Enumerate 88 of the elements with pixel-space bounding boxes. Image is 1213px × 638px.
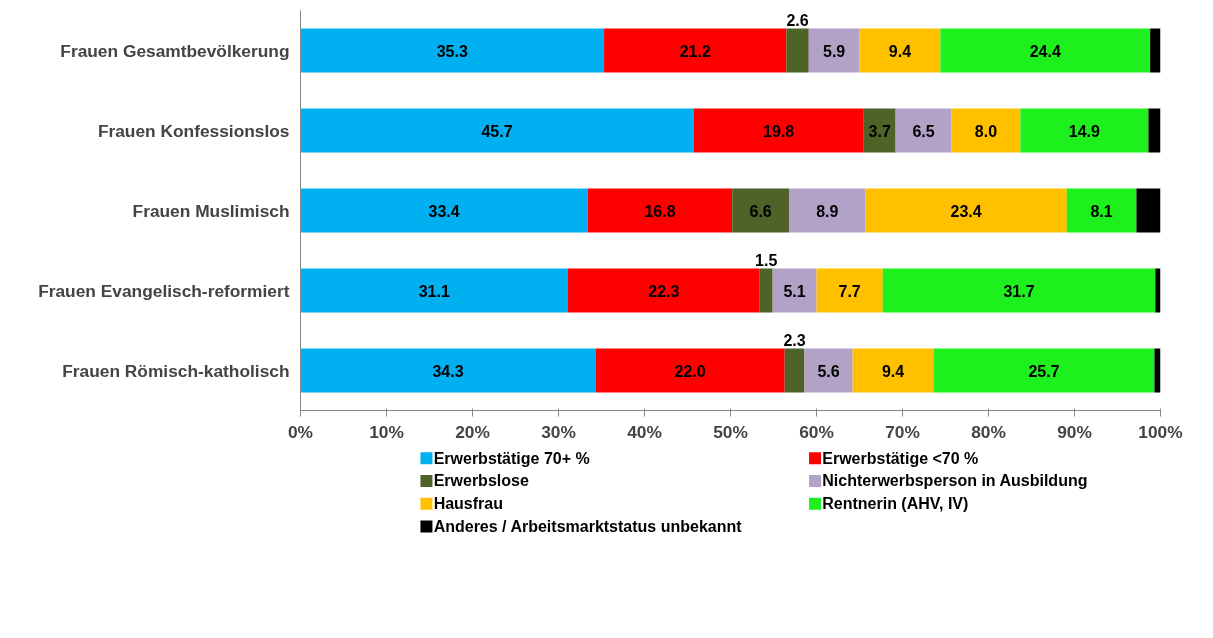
data-label: 9.4 [881, 362, 905, 380]
x-tick-label: 60% [799, 421, 834, 442]
data-label: 5.1 [783, 282, 806, 300]
data-label: 8.1 [1090, 202, 1113, 220]
data-label: 45.7 [481, 122, 513, 140]
x-tick-label: 40% [627, 421, 662, 442]
data-label: 16.8 [644, 202, 676, 220]
bar [1148, 108, 1161, 153]
data-label: 22.3 [648, 282, 680, 300]
bar [587, 188, 733, 233]
data-label: 2.3 [783, 332, 806, 350]
bar [859, 28, 941, 73]
x-tick-label: 70% [885, 421, 920, 442]
bar [693, 108, 864, 153]
data-label: 34.3 [432, 362, 464, 380]
data-label: 6.5 [912, 122, 935, 140]
bar [300, 268, 568, 313]
data-label: 33.4 [428, 202, 460, 220]
bar [1066, 188, 1137, 233]
bar [951, 108, 1021, 153]
legend-label: Nichterwerbsperson in Ausbildung [822, 472, 1088, 490]
bar [784, 348, 805, 393]
x-tick-label: 30% [541, 421, 576, 442]
data-label: 8.0 [974, 122, 998, 140]
data-label: 7.7 [838, 282, 861, 300]
bar [567, 268, 760, 313]
legend-label: Erwerbslose [433, 472, 529, 490]
data-label: 3.7 [868, 122, 891, 140]
data-label: 24.4 [1029, 42, 1061, 60]
y-tick-label: Frauen Muslimisch [132, 200, 290, 221]
data-label: 35.3 [436, 42, 468, 60]
data-label: 22.0 [674, 362, 706, 380]
data-label: 5.6 [817, 362, 840, 380]
data-label: 23.4 [950, 202, 982, 220]
y-tick-label: Frauen Konfessionslos [97, 120, 290, 141]
x-tick-label: 10% [369, 421, 404, 442]
bar [759, 268, 773, 313]
x-tick-label: 100% [1138, 421, 1183, 442]
legend-label: Rentnerin (AHV, IV) [822, 495, 969, 513]
bar [300, 188, 588, 233]
x-tick-label: 0% [287, 421, 314, 442]
data-label: 14.9 [1068, 122, 1101, 140]
bar [1154, 348, 1161, 393]
data-label: 31.7 [1003, 282, 1035, 300]
y-tick-label: Frauen Evangelisch-reformiert [38, 280, 290, 301]
x-tick-label: 20% [455, 421, 490, 442]
bar [772, 268, 817, 313]
legend-label: Erwerbstätige <70 % [822, 449, 979, 467]
bar [1155, 268, 1161, 313]
y-tick-label: Frauen Gesamtbevölkerung [60, 40, 290, 61]
data-label: 2.6 [786, 12, 809, 30]
bar [604, 28, 787, 73]
bar [788, 188, 866, 233]
bar [300, 348, 596, 393]
data-label: 21.2 [679, 42, 711, 60]
bar [1020, 108, 1149, 153]
bar [595, 348, 785, 393]
x-tick-label: 50% [713, 421, 748, 442]
x-tick-label: 80% [971, 421, 1006, 442]
bar [895, 108, 952, 153]
bar [804, 348, 853, 393]
data-label: 1.5 [755, 252, 778, 270]
bar [933, 348, 1155, 393]
bar [863, 108, 896, 153]
data-label: 5.9 [823, 42, 846, 60]
data-label: 9.4 [888, 42, 912, 60]
bar [940, 28, 1151, 73]
bar [732, 188, 789, 233]
data-label: 25.7 [1028, 362, 1060, 380]
legend-label: Anderes / Arbeitsmarktstatus unbekannt [433, 518, 743, 536]
bar [300, 28, 605, 73]
y-tick-label: Frauen Römisch-katholisch [62, 360, 290, 381]
data-label: 6.6 [749, 202, 772, 220]
bar [852, 348, 934, 393]
bar [865, 188, 1067, 233]
bar [816, 268, 883, 313]
legend-label: Hausfrau [433, 495, 503, 513]
x-tick-label: 90% [1057, 421, 1092, 442]
data-label: 31.1 [418, 282, 450, 300]
bar [786, 28, 809, 73]
bar [300, 108, 694, 153]
data-label: 19.8 [763, 122, 795, 140]
bar [808, 28, 860, 73]
legend-label: Erwerbstätige 70+ % [433, 449, 590, 467]
bar [1136, 188, 1161, 233]
bar [882, 268, 1156, 313]
bar [1150, 28, 1161, 73]
data-label: 8.9 [816, 202, 839, 220]
